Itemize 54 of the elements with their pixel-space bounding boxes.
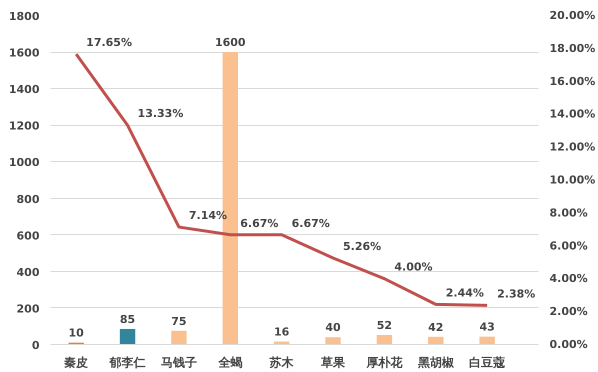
- x-tick-label: 马钱子: [160, 356, 197, 370]
- y-tick-label: 800: [16, 192, 40, 206]
- y2-tick-label: 0.00%: [550, 338, 588, 351]
- data-label: 52: [376, 318, 392, 332]
- data-label: 4.00%: [394, 260, 433, 274]
- y-tick-label: 1600: [8, 46, 40, 60]
- bar: [376, 334, 392, 344]
- bar: [171, 330, 187, 344]
- data-label: 2.38%: [497, 287, 536, 300]
- data-label: 1600: [214, 36, 246, 50]
- y-tick-label: 200: [16, 302, 40, 316]
- x-tick-label: 黑胡椒: [416, 356, 455, 370]
- y-tick-label: 1000: [8, 156, 40, 170]
- data-label: 43: [479, 320, 495, 334]
- y-tick-label: 1800: [8, 10, 40, 23]
- x-tick-label: 秦皮: [64, 356, 88, 370]
- x-tick-label: 厚朴花: [365, 356, 404, 370]
- y-tick-label: 1200: [8, 120, 40, 133]
- y-tick-label: 400: [16, 266, 40, 279]
- bar: [428, 336, 444, 344]
- data-label: 17.65%: [86, 36, 132, 50]
- bar: [120, 328, 136, 344]
- data-label: 10: [68, 326, 84, 340]
- x-tick-label: 草果: [320, 356, 346, 370]
- y2-tick-label: 14.00%: [550, 108, 596, 121]
- y2-tick-label: 4.00%: [550, 272, 588, 286]
- data-label: 42: [428, 320, 444, 334]
- y2-tick-label: 6.00%: [550, 239, 588, 252]
- bar: [479, 336, 495, 344]
- data-label: 75: [171, 314, 187, 328]
- y2-tick-label: 18.00%: [550, 42, 596, 55]
- y2-tick-label: 12.00%: [550, 140, 596, 154]
- y2-tick-label: 20.00%: [550, 9, 596, 22]
- y-tick-label: 600: [16, 229, 40, 242]
- data-label: 5.26%: [343, 240, 382, 253]
- bar: [325, 337, 341, 344]
- y2-tick-label: 8.00%: [550, 206, 588, 220]
- y2-tick-label: 16.00%: [550, 74, 596, 88]
- data-label: 40: [325, 321, 342, 334]
- data-label: 6.67%: [240, 216, 278, 230]
- y2-tick-label: 2.00%: [550, 305, 588, 318]
- line-series: [74, 52, 489, 307]
- data-label: 16: [274, 326, 290, 339]
- y-tick-label: 0: [32, 339, 40, 352]
- x-tick-label: 郁李仁: [108, 356, 146, 370]
- y-tick-label: 1400: [8, 83, 40, 96]
- x-tick-label: 白豆蔻: [469, 356, 506, 370]
- x-tick-label: 全蝎: [217, 356, 242, 370]
- x-tick-label: 苏木: [268, 356, 295, 370]
- y2-tick-label: 10.00%: [550, 174, 596, 186]
- data-label: 6.67%: [292, 216, 330, 230]
- data-label: 2.44%: [446, 286, 484, 300]
- data-label: 85: [120, 312, 136, 326]
- data-label: 13.33%: [138, 107, 184, 120]
